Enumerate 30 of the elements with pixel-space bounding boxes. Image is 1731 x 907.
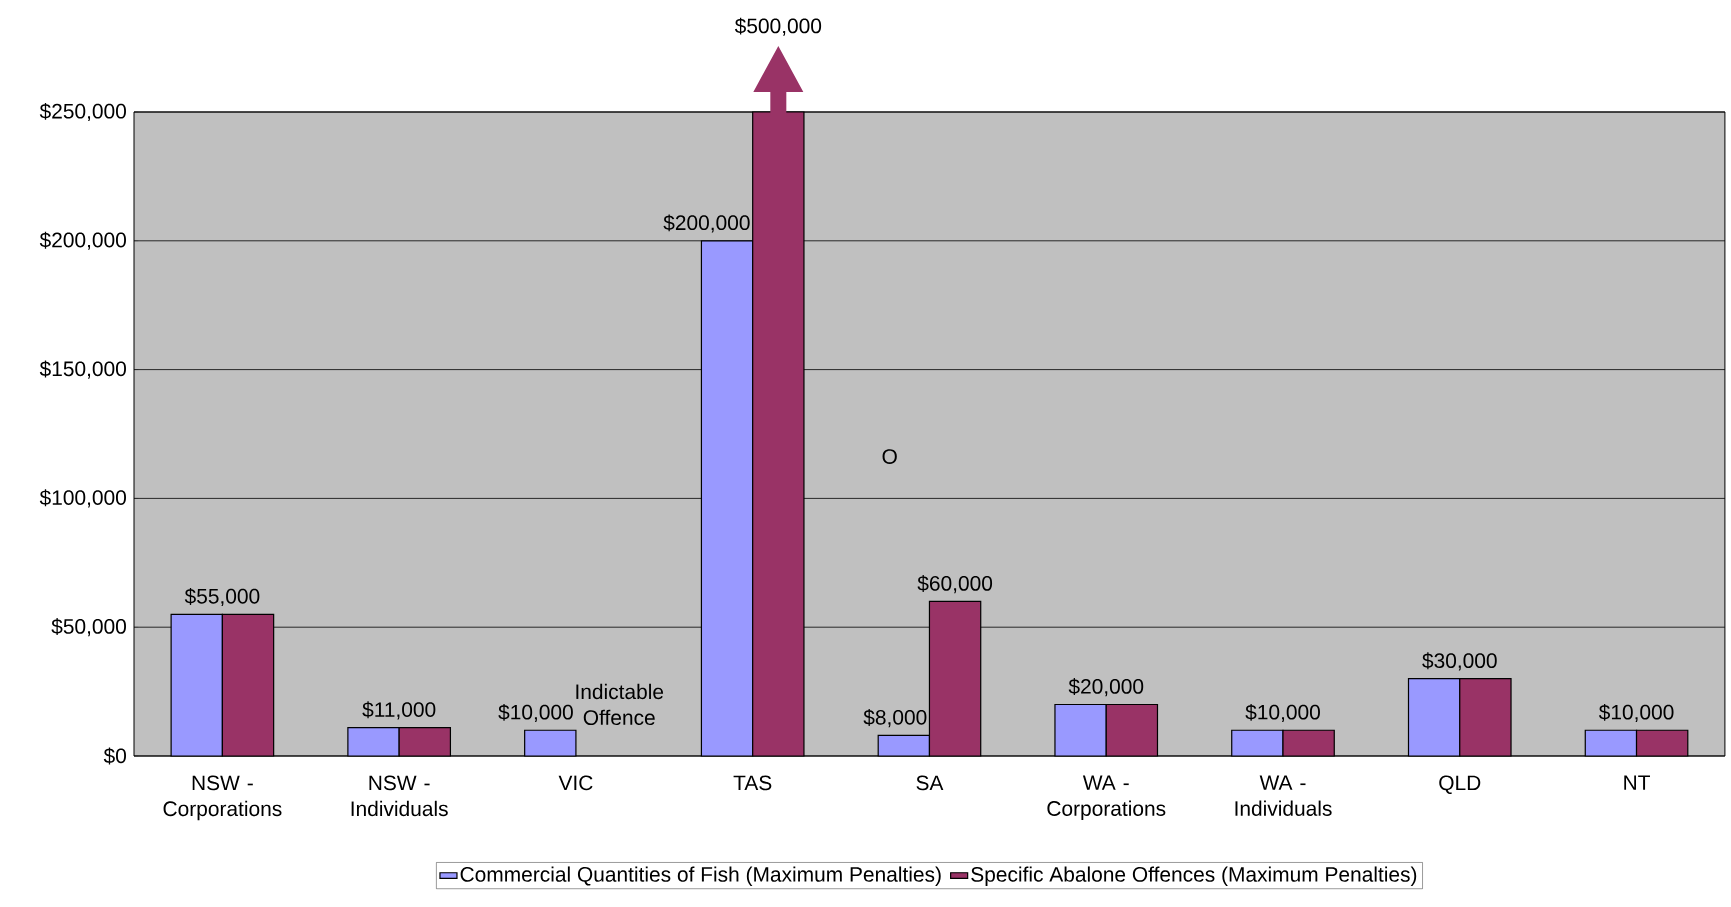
y-tick-label: $0	[103, 747, 126, 765]
y-tick-label: $250,000	[39, 102, 126, 122]
annotation: O	[882, 449, 897, 464]
x-tick-label: SA	[916, 775, 944, 791]
data-label: $55,000	[184, 587, 260, 607]
data-label: $60,000	[917, 575, 993, 594]
x-tick-label: QLD	[1439, 775, 1481, 794]
x-tick-label: WA - Individuals	[1235, 775, 1332, 816]
x-tick-label: NSW - Corporations	[163, 775, 282, 821]
y-tick-label: $150,000	[39, 360, 126, 379]
data-label: $10,000	[1598, 703, 1674, 723]
data-label: $20,000	[1068, 678, 1144, 697]
x-tick-label: VIC	[558, 775, 593, 791]
text: $500,000	[734, 17, 822, 36]
x-tick-label: NSW - Individuals	[351, 775, 448, 817]
legend-label: Commercial Quantities of Fish (Maximum Penalties)	[460, 866, 941, 886]
y-tick-label: $100,000	[39, 489, 126, 508]
legend-label: Specific Abalone Offences (Maximum Penalties)	[971, 866, 1417, 886]
data-label: $30,000	[1422, 652, 1497, 671]
x-tick-label: TAS	[733, 775, 772, 791]
data-label: $10,000	[498, 703, 573, 723]
data-label: $11,000	[362, 701, 436, 720]
data-label: $10,000	[1245, 703, 1320, 723]
y-tick-label: $200,000	[39, 231, 126, 250]
annotation: Indictable Offence	[576, 683, 664, 726]
x-tick-label: WA - Corporations	[1047, 775, 1166, 821]
data-label: $200,000	[663, 214, 750, 233]
y-tick-label: $50,000	[51, 618, 126, 637]
data-label: $8,000	[863, 709, 927, 728]
x-tick-label: NT	[1624, 775, 1650, 790]
